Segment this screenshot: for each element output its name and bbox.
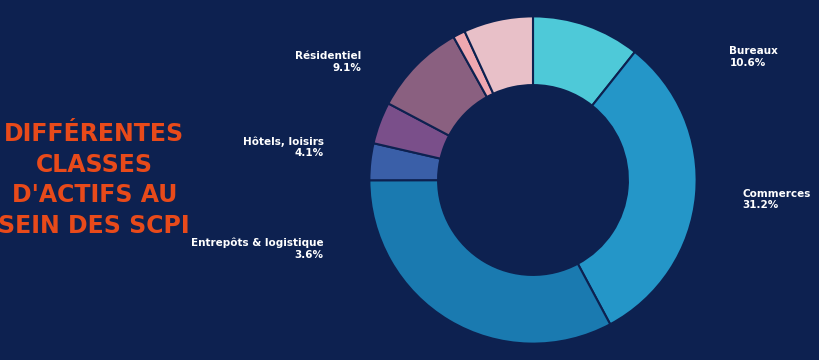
Text: Résidentiel
9.1%: Résidentiel 9.1% [295, 51, 360, 73]
Wedge shape [577, 52, 696, 324]
Text: Entrepôts & logistique
3.6%: Entrepôts & logistique 3.6% [191, 238, 324, 260]
Text: Bureaux
10.6%: Bureaux 10.6% [728, 46, 777, 68]
Wedge shape [453, 31, 493, 97]
Wedge shape [373, 103, 449, 159]
Wedge shape [464, 16, 532, 94]
Wedge shape [532, 16, 634, 106]
Wedge shape [369, 143, 440, 180]
Text: Hôtels, loisirs
4.1%: Hôtels, loisirs 4.1% [242, 136, 324, 158]
Text: Commerces
31.2%: Commerces 31.2% [741, 189, 810, 211]
Wedge shape [388, 37, 486, 136]
Text: DIFFÉRENTES
CLASSES
D'ACTIFS AU
SEIN DES SCPI: DIFFÉRENTES CLASSES D'ACTIFS AU SEIN DES… [0, 122, 190, 238]
Wedge shape [369, 180, 609, 344]
